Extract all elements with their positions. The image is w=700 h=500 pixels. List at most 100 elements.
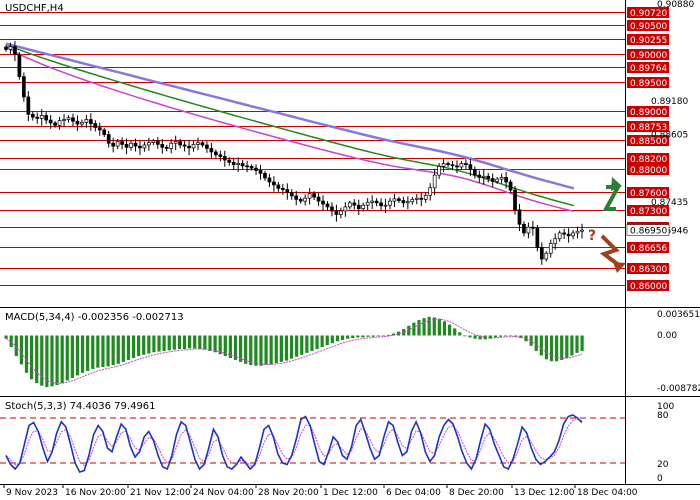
candle-body [455,165,459,168]
candle-body [504,177,508,183]
candle-body [218,154,223,157]
macd-bar [259,335,263,366]
candle-body [97,127,102,131]
macd-bar [152,335,156,353]
candle-body [200,142,205,146]
forecast-question-mark: ? [588,228,596,244]
level-label-box [627,153,669,164]
macd-bar [218,335,222,355]
macd-bar [514,335,518,337]
macd-bar [264,335,268,366]
candle-body [115,141,120,147]
current-price-box [626,224,670,236]
macd-bar [86,335,90,371]
stoch-label: Stoch(5,3,3) 74.4036 79.4961 [5,401,156,412]
macd-bar [575,335,579,353]
time-axis-label: 24 Nov 04:00 [193,488,254,498]
moving-average-line [5,42,575,190]
candle-body [539,247,544,260]
macd-bar [126,335,131,360]
macd-bar [346,335,350,339]
macd-bar [249,335,253,366]
macd-bar [320,335,324,348]
macd-bar [4,335,8,339]
price-axis-label: 0.86946 [651,226,688,236]
level-label-box [627,242,669,253]
macd-bar [29,335,34,380]
macd-bar [45,335,49,387]
macd-bar [504,335,508,337]
macd-bar [468,335,472,338]
macd-bar [340,335,345,340]
macd-bar [80,335,85,373]
candle-body [544,252,549,260]
candle-body [155,140,160,145]
macd-bar [447,324,452,336]
candle-body [562,232,566,235]
candle-body [124,144,129,148]
candle-body [477,174,482,178]
level-label-box [627,49,669,60]
macd-bar [14,335,18,357]
macd-bar [391,333,396,336]
panel-frames [0,0,625,484]
macd-bar [509,335,513,337]
level-label: 0.86656 [630,244,667,254]
candle-body [347,202,352,208]
candle-body [374,200,379,204]
candle-body [222,156,227,161]
stochastic-lines [0,414,625,473]
candle-body [44,115,49,121]
time-axis-label: 28 Nov 20:00 [258,488,319,498]
macd-bar [233,335,238,360]
macd-bar [580,335,584,351]
macd-bar [55,335,59,386]
candle-body [446,163,450,166]
macd-bar [162,335,166,351]
level-label-box [627,205,669,216]
candle-body [437,166,441,176]
candle-body [343,206,348,212]
level-label-box [627,77,669,88]
candle-body [276,184,281,189]
moving-average-line [5,45,575,213]
forecast-arrowhead-up [611,177,622,191]
candle-body [245,165,249,168]
macd-axis-top-label: 0.003651 [657,310,700,320]
candle-body [464,163,468,166]
macd-bar [279,335,283,362]
candle-body [383,204,388,207]
candle-body [428,187,433,196]
candle-body [548,243,553,254]
time-axis-label: 18 Dec 04:00 [577,488,638,498]
candle-body [138,145,142,149]
candle-body [236,163,241,166]
level-label-box [627,62,669,73]
macd-bar [437,318,441,336]
candle-body [66,117,71,120]
level-label: 0.87300 [630,207,667,217]
candle-body [397,198,401,201]
candle-body [580,229,584,232]
level-label: 0.88000 [630,166,667,176]
macd-bar [524,335,528,342]
macd-bar [50,335,54,387]
macd-bar [351,335,355,339]
candle-body [129,142,133,148]
candle-body [231,161,236,166]
candle-body [39,115,44,119]
candle-body [352,202,357,206]
candle-body [472,168,477,176]
candle-body [182,144,187,147]
candle-body [557,232,562,240]
candle-body [321,200,325,205]
macd-bar [60,335,64,384]
candle-body [325,203,330,208]
level-label: 0.89764 [630,64,667,74]
macd-bar [147,335,151,354]
time-axis-label: 8 Dec 20:00 [449,488,504,498]
level-label: 0.90500 [630,22,667,32]
candle-body [227,159,232,163]
candle-body [388,200,392,206]
level-label: 0.86300 [630,265,667,275]
